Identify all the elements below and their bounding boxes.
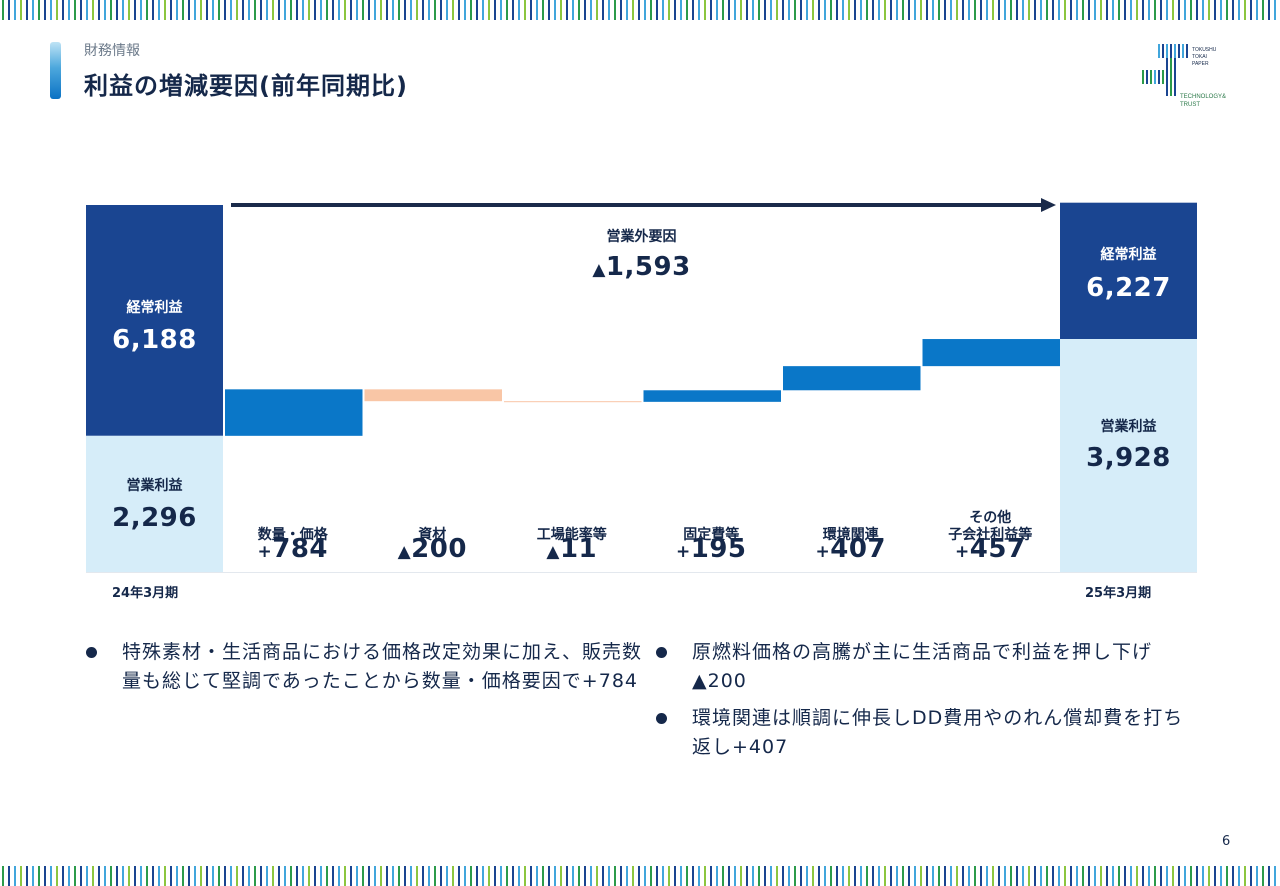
section-label: 財務情報 xyxy=(84,43,140,59)
arrow-head-icon xyxy=(1041,198,1056,212)
start-operating-label: 営業利益 xyxy=(126,477,183,494)
waterfall-chart xyxy=(86,198,1197,573)
factor-bar xyxy=(783,366,921,391)
start-ordinary-label: 経常利益 xyxy=(126,300,183,316)
start-operating-value: 2,296 xyxy=(112,502,197,533)
bottom-stripe-decoration xyxy=(2,866,1276,886)
end-operating-profit-bar xyxy=(1060,339,1197,572)
note-text: 特殊素材・生活商品における価格改定効果に加え、販売数量も総じて堅調であったことか… xyxy=(122,641,643,692)
factor-bar xyxy=(922,339,1060,367)
non-operating-label: 営業外要因 xyxy=(606,229,677,245)
logo-mark xyxy=(1142,44,1188,96)
factor-label: 数量・価格 xyxy=(257,527,328,543)
factor-value: ▲200 xyxy=(397,534,467,564)
factor-bar xyxy=(643,390,781,402)
logo-tagline-2: TRUST xyxy=(1180,102,1200,108)
top-stripe-decoration xyxy=(2,0,1276,20)
logo-text-1: TOKUSHU xyxy=(1192,47,1217,53)
page-title: 利益の増減要因(前年同期比) xyxy=(84,72,408,100)
factor-bar xyxy=(225,389,363,436)
note-item: 特殊素材・生活商品における価格改定効果に加え、販売数量も総じて堅調であったことか… xyxy=(86,638,646,696)
title-accent-bar xyxy=(50,42,61,99)
factor-value: ▲11 xyxy=(546,534,598,564)
notes-left: 特殊素材・生活商品における価格改定効果に加え、販売数量も総じて堅調であったことか… xyxy=(86,638,646,704)
bullet-dot-icon xyxy=(86,647,97,658)
company-logo: TOKUSHU TOKAI PAPER TECHNOLOGY& TRUST xyxy=(1142,44,1226,108)
factor-label: その他 子会社利益等 xyxy=(948,510,1033,543)
note-item: 原燃料価格の高騰が主に生活商品で利益を押し下げ▲200 xyxy=(656,638,1196,696)
note-text: 原燃料価格の高騰が主に生活商品で利益を押し下げ▲200 xyxy=(692,641,1153,692)
start-ordinary-value: 6,188 xyxy=(112,325,197,355)
logo-text-3: PAPER xyxy=(1192,61,1209,67)
start-operating-profit-bar xyxy=(86,435,223,572)
factor-value: +457 xyxy=(954,534,1026,564)
start-ordinary-profit-bar xyxy=(86,205,223,436)
note-text: 環境関連は順調に伸長しDD費用やのれん償却費を打ち返し+407 xyxy=(692,707,1184,758)
factor-bar xyxy=(364,389,502,402)
factor-label: 環境関連 xyxy=(822,527,879,543)
start-period-label: 24年3月期 xyxy=(112,586,179,601)
bullet-dot-icon xyxy=(656,647,667,658)
end-operating-value: 3,928 xyxy=(1086,443,1171,474)
end-ordinary-label: 経常利益 xyxy=(1100,246,1157,263)
end-ordinary-profit-bar xyxy=(1060,202,1197,340)
end-ordinary-value: 6,227 xyxy=(1086,272,1171,303)
factor-label: 工場能率等 xyxy=(536,527,607,543)
factor-label: 固定費等 xyxy=(683,527,740,543)
logo-tagline-1: TECHNOLOGY& xyxy=(1180,94,1226,100)
factor-value: +784 xyxy=(257,534,329,564)
factor-bar xyxy=(504,401,642,403)
end-operating-label: 営業利益 xyxy=(1100,419,1157,436)
logo-text-2: TOKAI xyxy=(1192,54,1207,60)
non-operating-value: ▲1,593 xyxy=(592,252,691,282)
note-item: 環境関連は順調に伸長しDD費用やのれん償却費を打ち返し+407 xyxy=(656,704,1196,762)
factor-label: 資材 xyxy=(418,527,447,543)
factor-value: +407 xyxy=(815,534,887,564)
factor-value: +195 xyxy=(675,534,747,564)
end-period-label: 25年3月期 xyxy=(1085,586,1152,601)
notes-right: 原燃料価格の高騰が主に生活商品で利益を押し下げ▲200 環境関連は順調に伸長しD… xyxy=(656,638,1196,770)
page-number: 6 xyxy=(1222,834,1231,849)
bullet-dot-icon xyxy=(656,713,667,724)
